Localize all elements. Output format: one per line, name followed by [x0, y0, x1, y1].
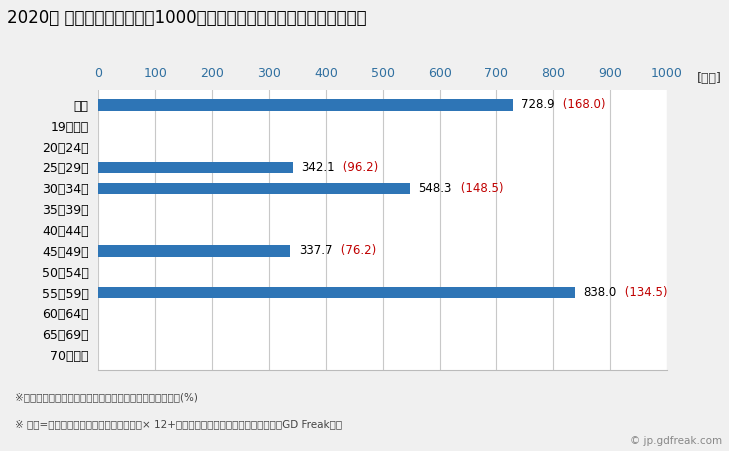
Bar — [98, 245, 290, 257]
Text: (96.2): (96.2) — [340, 161, 379, 174]
Text: (76.2): (76.2) — [337, 244, 376, 258]
Text: 342.1: 342.1 — [301, 161, 335, 174]
Text: © jp.gdfreak.com: © jp.gdfreak.com — [630, 437, 722, 446]
Bar — [98, 287, 575, 299]
Text: (134.5): (134.5) — [621, 286, 668, 299]
Text: 337.7: 337.7 — [299, 244, 332, 258]
Bar — [98, 161, 293, 173]
Bar — [98, 183, 410, 194]
Text: (168.0): (168.0) — [559, 98, 606, 111]
Text: 2020年 民間企業（従業者数1000人以上）フルタイム労働者の平均年収: 2020年 民間企業（従業者数1000人以上）フルタイム労働者の平均年収 — [7, 9, 367, 27]
Text: (148.5): (148.5) — [456, 182, 503, 195]
Text: ※ 年収=「きまって支給する現金給与額」× 12+「年間賞与その他特別給与額」としてGD Freak推計: ※ 年収=「きまって支給する現金給与額」× 12+「年間賞与その他特別給与額」と… — [15, 419, 342, 429]
Text: [万円]: [万円] — [697, 72, 722, 85]
Text: 728.9: 728.9 — [521, 98, 555, 111]
Bar — [98, 99, 513, 110]
Text: ※（）内は域内の同業種・同年齢層の平均所得に対する比(%): ※（）内は域内の同業種・同年齢層の平均所得に対する比(%) — [15, 392, 198, 402]
Text: 838.0: 838.0 — [583, 286, 617, 299]
Text: 548.3: 548.3 — [418, 182, 452, 195]
